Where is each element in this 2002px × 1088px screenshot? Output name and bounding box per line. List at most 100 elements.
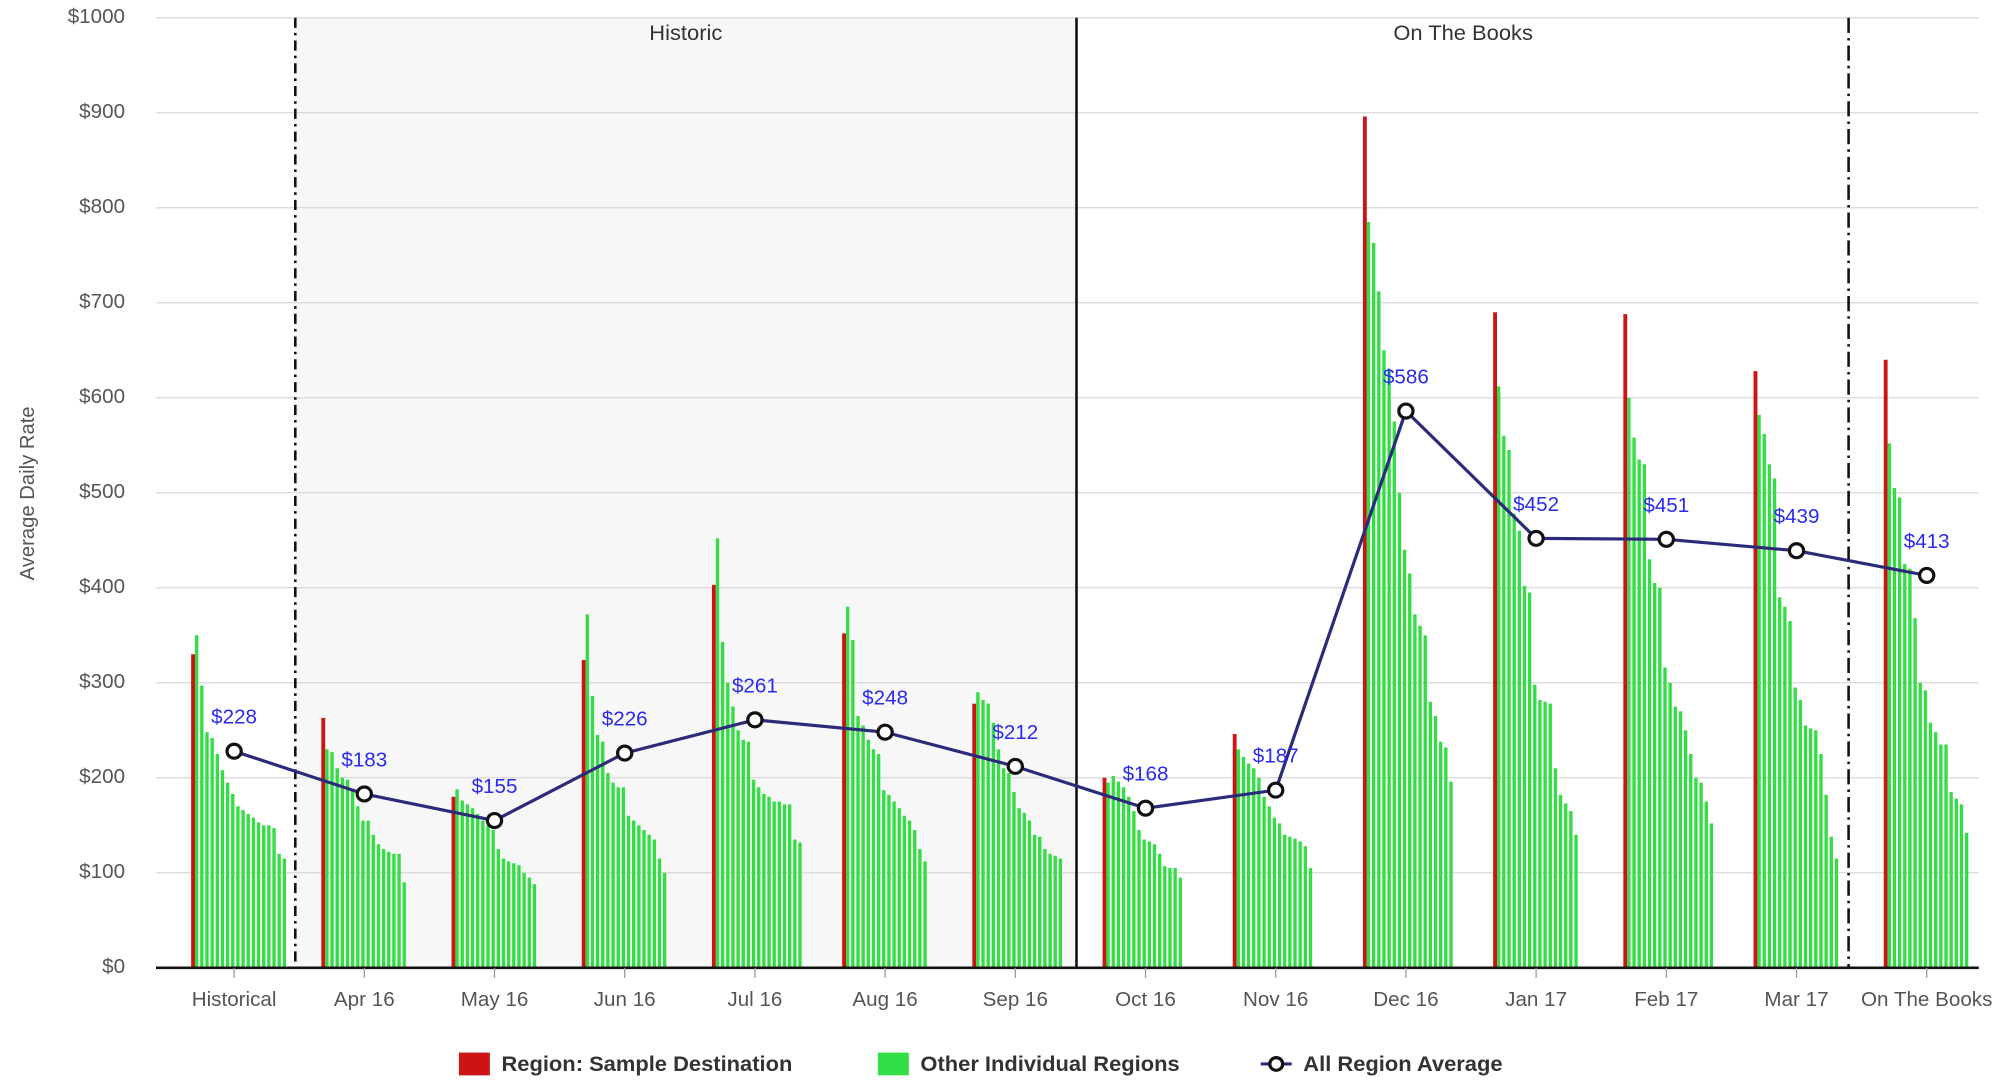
bar [1288, 836, 1292, 968]
bar [262, 825, 266, 968]
bar [387, 851, 391, 968]
y-tick-label: $300 [79, 671, 125, 693]
bar [1928, 722, 1933, 968]
data-label: $586 [1383, 367, 1429, 389]
bar [798, 842, 802, 968]
bar [532, 884, 537, 968]
bar [321, 717, 326, 968]
bar [876, 754, 881, 968]
bar [1043, 849, 1047, 968]
bar [1012, 792, 1016, 968]
bar [1032, 834, 1037, 968]
legend-label: Region: Sample Destination [501, 1051, 792, 1076]
bar [606, 773, 610, 968]
bar [465, 804, 470, 968]
bar [1413, 614, 1417, 968]
bar [1569, 811, 1573, 968]
y-tick-label: $100 [79, 861, 125, 883]
bar [647, 834, 651, 968]
legend-label: All Region Average [1303, 1051, 1502, 1076]
bar [1918, 682, 1922, 968]
bar [476, 813, 480, 968]
y-axis-title: Average Daily Rate [17, 406, 39, 580]
bar [1512, 513, 1516, 968]
bar [762, 793, 766, 968]
bar [882, 790, 886, 968]
bar [330, 752, 334, 968]
bar [1137, 830, 1141, 968]
bar [1102, 777, 1107, 968]
bar [1793, 687, 1797, 968]
bar [1022, 812, 1026, 968]
y-tick-label: $1000 [68, 6, 125, 28]
y-tick-label: $0 [102, 956, 125, 978]
y-tick-label: $200 [79, 766, 125, 788]
bar [191, 654, 196, 968]
data-label: $413 [1904, 531, 1950, 553]
bar [1819, 754, 1823, 968]
bar [1829, 836, 1833, 968]
bar [1757, 414, 1761, 968]
bar [972, 703, 977, 968]
bar [1637, 459, 1641, 968]
avg-point [225, 742, 243, 760]
bar [1232, 734, 1237, 968]
bar [1632, 437, 1636, 968]
bar [350, 790, 355, 968]
bar [1699, 782, 1703, 968]
bar [1934, 732, 1938, 968]
bar [1658, 587, 1662, 968]
avg-point [1918, 566, 1936, 584]
avg-point [355, 785, 374, 803]
bar [1913, 618, 1917, 968]
data-label: $439 [1774, 506, 1820, 528]
y-tick-label: $800 [79, 196, 125, 218]
bar [1168, 868, 1172, 968]
bar [581, 659, 586, 968]
y-tick-label: $700 [79, 291, 125, 313]
bar [1053, 855, 1057, 968]
bar [1142, 839, 1146, 968]
bar [1502, 435, 1506, 968]
data-label: $155 [472, 776, 518, 798]
x-tick-label: Historical [192, 989, 277, 1011]
legend-label: Other Individual Regions [920, 1051, 1179, 1076]
bar [726, 682, 730, 968]
data-label: $228 [211, 707, 257, 729]
bar [1397, 492, 1402, 968]
bar [1642, 464, 1647, 968]
bar [335, 768, 339, 968]
bar [1527, 592, 1532, 968]
bar [1402, 549, 1407, 968]
bar [652, 839, 656, 968]
bar [1433, 716, 1438, 968]
bar [1959, 804, 1964, 968]
data-label: $212 [992, 722, 1038, 744]
bar [1408, 573, 1412, 968]
bar [1704, 801, 1708, 968]
bar [1663, 667, 1667, 968]
x-tick-label: Feb 17 [1634, 989, 1698, 1011]
bar [1824, 794, 1828, 968]
bar [866, 739, 870, 968]
bar [1121, 787, 1126, 968]
bar [231, 793, 235, 968]
bar [1772, 478, 1777, 968]
bar [1673, 706, 1677, 968]
bar [1017, 808, 1021, 968]
bar [381, 849, 386, 968]
bar [1694, 777, 1698, 968]
bar [277, 853, 281, 968]
y-tick-label: $400 [79, 576, 125, 598]
x-tick-label: May 16 [461, 989, 529, 1011]
bar [1892, 488, 1897, 968]
bar [1689, 754, 1693, 968]
bar [1293, 838, 1297, 968]
bar [1903, 564, 1907, 968]
bar [1753, 371, 1758, 968]
x-tick-label: Aug 16 [852, 989, 917, 1011]
bar [251, 817, 256, 968]
bar [918, 849, 922, 968]
bar [256, 822, 261, 968]
